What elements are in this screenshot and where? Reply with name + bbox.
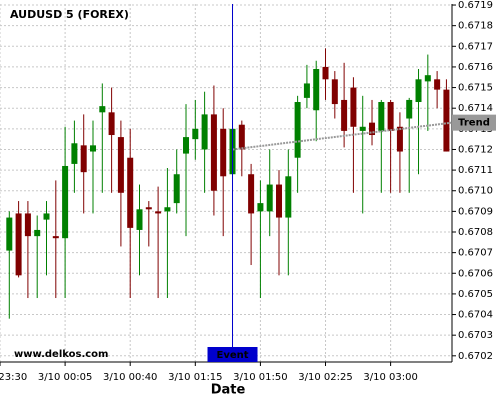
candle-body xyxy=(424,75,431,82)
candle-body xyxy=(313,68,320,111)
candle-body xyxy=(285,176,292,218)
candle-body xyxy=(192,128,199,140)
candle-body xyxy=(443,89,450,152)
candle-body xyxy=(136,209,143,230)
candle-body xyxy=(434,79,441,90)
y-tick-label: 0.6717 xyxy=(458,41,493,52)
candle-body xyxy=(322,66,329,80)
candle-body xyxy=(406,99,413,119)
candle-body xyxy=(71,143,78,164)
y-tick-label: 0.6716 xyxy=(458,62,493,73)
x-tick-label: 3/10 00:05 xyxy=(38,372,92,383)
candle-body xyxy=(210,114,217,191)
x-tick-label: 3/10 02:25 xyxy=(298,372,352,383)
candle-body xyxy=(52,236,59,239)
candle-body xyxy=(303,83,310,98)
y-tick-label: 0.6714 xyxy=(458,103,493,114)
candle-body xyxy=(34,229,41,237)
plot-layer: 0.6702 0.6703 0.6704 0.6705 0.6706 0.6707 0.67… xyxy=(0,0,496,383)
candle-body xyxy=(201,114,208,150)
y-tick-label: 0.6712 xyxy=(458,144,493,155)
candle-body xyxy=(238,124,245,150)
candle-body xyxy=(15,213,22,276)
y-tick-label: 0.6707 xyxy=(458,248,493,259)
candle-body xyxy=(90,145,97,152)
candle-body xyxy=(415,79,422,103)
candle-body xyxy=(248,174,255,214)
candle-body xyxy=(183,137,190,154)
candle-body xyxy=(220,128,227,177)
candle-body xyxy=(257,203,264,212)
candle-body xyxy=(331,79,338,105)
candle-body xyxy=(359,126,366,131)
candle-body xyxy=(145,207,152,210)
event-label: Event xyxy=(216,350,248,361)
candle-body xyxy=(276,184,283,218)
y-tick-label: 0.6708 xyxy=(458,227,493,238)
candle-body xyxy=(350,87,357,127)
candle-body xyxy=(396,126,403,152)
x-tick-label: 3/10 00:40 xyxy=(103,372,157,383)
watermark: www.delkos.com xyxy=(14,349,108,360)
x-tick-label: 3/10 01:15 xyxy=(168,372,222,383)
candle-body xyxy=(108,112,115,136)
candle-body xyxy=(62,165,69,239)
y-tick-label: 0.6718 xyxy=(458,21,493,32)
candle-body xyxy=(266,184,273,212)
candle-body xyxy=(164,207,171,212)
y-tick-label: 0.6705 xyxy=(458,289,493,300)
candle-body xyxy=(24,213,31,237)
y-tick-label: 0.6710 xyxy=(458,186,493,197)
candle-body xyxy=(369,122,376,136)
x-tick-label: 3/10 01:50 xyxy=(233,372,287,383)
candle-body xyxy=(155,211,162,214)
event-label-box xyxy=(207,347,258,362)
candle-body xyxy=(127,157,134,228)
x-axis-label: Date xyxy=(211,383,246,398)
candle-body xyxy=(378,102,385,131)
y-tick-label: 0.6719 xyxy=(458,0,493,11)
candle-body xyxy=(80,145,87,173)
candle-body xyxy=(43,213,50,220)
candle-body xyxy=(173,174,180,204)
y-tick-label: 0.6715 xyxy=(458,83,493,94)
candle-body xyxy=(6,217,13,251)
y-tick-label: 0.6706 xyxy=(458,268,493,279)
trend-label: Trend xyxy=(458,118,490,129)
chart-title: AUDUSD 5 (FOREX) xyxy=(10,8,129,21)
y-tick-label: 0.6711 xyxy=(458,165,493,176)
x-tick-label: 3/10 03:00 xyxy=(363,372,417,383)
y-tick-label: 0.6704 xyxy=(458,310,493,321)
y-tick-label: 0.6709 xyxy=(458,206,493,217)
y-tick-label: 0.6703 xyxy=(458,330,493,341)
candle-body xyxy=(99,106,106,113)
candle-body xyxy=(117,137,124,193)
trend-line xyxy=(232,121,453,151)
candle-body xyxy=(294,102,301,158)
candle-body xyxy=(341,99,348,131)
x-tick-label: 3/10 23:30 xyxy=(0,372,27,383)
y-tick-label: 0.6702 xyxy=(458,351,493,362)
candle-body xyxy=(387,102,394,131)
trend-label-box xyxy=(452,114,496,131)
